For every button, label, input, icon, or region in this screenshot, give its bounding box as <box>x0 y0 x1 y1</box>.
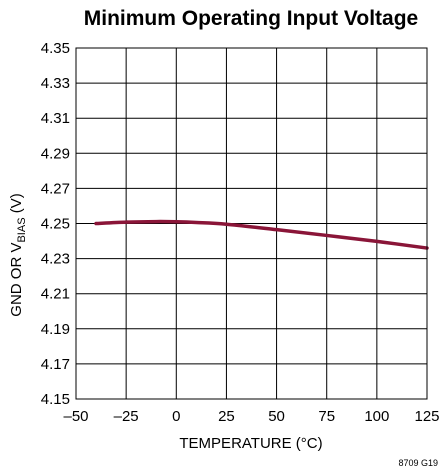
x-axis-label: TEMPERATURE (°C) <box>179 435 322 452</box>
y-tick-label: 4.23 <box>41 251 70 268</box>
y-tick-label: 4.35 <box>41 40 70 57</box>
y-tick-label: 4.29 <box>41 145 70 162</box>
x-tick-label: 0 <box>172 408 180 425</box>
y-tick-label: 4.31 <box>41 110 70 127</box>
x-tick-label: 50 <box>268 408 285 425</box>
series-line <box>94 219 429 250</box>
x-tick-label: 75 <box>318 408 335 425</box>
x-tick-label: 100 <box>364 408 389 425</box>
y-tick-label: 4.25 <box>41 216 70 233</box>
y-axis-label-subscript: BIAS <box>16 217 28 242</box>
y-tick-label: 4.33 <box>41 75 70 92</box>
y-tick-label: 4.21 <box>41 286 70 303</box>
x-tick-label: –50 <box>63 408 88 425</box>
y-tick-label: 4.17 <box>41 356 70 373</box>
plot-frame <box>75 47 428 400</box>
chart-title: Minimum Operating Input Voltage <box>84 7 418 30</box>
y-tick-label: 4.27 <box>41 180 70 197</box>
y-axis-label-prefix: GND OR V <box>8 243 25 317</box>
x-tick-label: 25 <box>218 408 235 425</box>
series-group <box>94 219 429 250</box>
x-tick-label: –25 <box>114 408 139 425</box>
y-axis-label-suffix: (V) <box>8 193 25 217</box>
figure-id: 8709 G19 <box>398 458 438 468</box>
y-axis-label: GND OR VBIAS (V) <box>8 193 28 316</box>
y-tick-label: 4.15 <box>41 391 70 408</box>
y-tick-label: 4.19 <box>41 321 70 338</box>
grid <box>75 47 428 400</box>
y-tick-labels: 4.15 4.17 4.19 4.21 4.23 4.25 4.27 4.29 4.31 4.33… <box>41 40 70 408</box>
x-tick-labels: –50 –25 0 25 50 75 100 125 <box>63 408 439 425</box>
x-tick-label: 125 <box>414 408 439 425</box>
